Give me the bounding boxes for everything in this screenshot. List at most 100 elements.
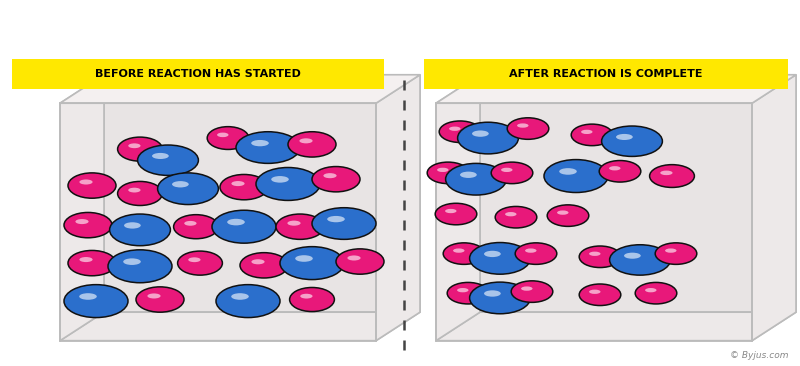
Ellipse shape <box>251 140 269 146</box>
Ellipse shape <box>110 214 170 246</box>
Ellipse shape <box>437 168 449 172</box>
Ellipse shape <box>323 173 337 178</box>
Ellipse shape <box>347 255 361 261</box>
Ellipse shape <box>660 171 673 175</box>
Ellipse shape <box>79 257 93 262</box>
Ellipse shape <box>610 245 670 275</box>
Ellipse shape <box>589 290 601 294</box>
Text: © Byjus.com: © Byjus.com <box>730 351 788 360</box>
Ellipse shape <box>427 162 469 184</box>
Polygon shape <box>60 75 104 341</box>
Ellipse shape <box>544 160 608 193</box>
Ellipse shape <box>68 173 116 198</box>
Ellipse shape <box>579 284 621 306</box>
Polygon shape <box>752 75 796 341</box>
Ellipse shape <box>231 293 249 300</box>
Ellipse shape <box>447 283 489 304</box>
Ellipse shape <box>276 214 324 239</box>
Ellipse shape <box>79 179 93 184</box>
Text: LIMITING REAGENT: LIMITING REAGENT <box>199 7 601 43</box>
Ellipse shape <box>470 282 530 314</box>
Ellipse shape <box>75 219 89 224</box>
Ellipse shape <box>128 188 141 193</box>
Polygon shape <box>436 312 796 341</box>
Ellipse shape <box>220 175 268 200</box>
Ellipse shape <box>280 247 344 280</box>
Ellipse shape <box>470 243 530 274</box>
Ellipse shape <box>300 294 313 299</box>
Ellipse shape <box>312 208 376 239</box>
Ellipse shape <box>295 255 313 262</box>
Ellipse shape <box>460 172 477 178</box>
Ellipse shape <box>602 126 662 156</box>
Polygon shape <box>60 312 420 341</box>
Polygon shape <box>436 75 796 103</box>
Ellipse shape <box>147 294 161 299</box>
Ellipse shape <box>446 163 506 195</box>
Ellipse shape <box>547 205 589 227</box>
Ellipse shape <box>515 243 557 264</box>
Ellipse shape <box>236 132 300 163</box>
Ellipse shape <box>579 246 621 268</box>
Ellipse shape <box>128 143 141 148</box>
Ellipse shape <box>616 134 633 140</box>
Ellipse shape <box>271 176 289 183</box>
FancyBboxPatch shape <box>12 59 384 89</box>
Ellipse shape <box>599 161 641 182</box>
Ellipse shape <box>511 281 553 302</box>
Ellipse shape <box>212 210 276 243</box>
Ellipse shape <box>635 283 677 304</box>
Text: BEFORE REACTION HAS STARTED: BEFORE REACTION HAS STARTED <box>95 69 301 79</box>
Ellipse shape <box>655 243 697 264</box>
Ellipse shape <box>231 181 245 186</box>
Ellipse shape <box>525 249 537 253</box>
Ellipse shape <box>174 215 218 239</box>
Ellipse shape <box>158 173 218 205</box>
Ellipse shape <box>256 168 320 201</box>
Ellipse shape <box>327 216 345 222</box>
FancyBboxPatch shape <box>424 59 788 89</box>
Ellipse shape <box>501 168 513 172</box>
Ellipse shape <box>188 257 201 262</box>
Polygon shape <box>480 75 796 312</box>
Ellipse shape <box>624 253 641 259</box>
Ellipse shape <box>79 293 97 300</box>
Ellipse shape <box>227 219 245 225</box>
Ellipse shape <box>491 162 533 184</box>
Ellipse shape <box>559 168 577 175</box>
Ellipse shape <box>443 243 485 264</box>
Ellipse shape <box>312 167 360 192</box>
Text: AFTER REACTION IS COMPLETE: AFTER REACTION IS COMPLETE <box>510 69 702 79</box>
Ellipse shape <box>449 127 461 131</box>
Ellipse shape <box>517 123 529 128</box>
Ellipse shape <box>581 130 593 134</box>
Ellipse shape <box>290 287 334 311</box>
Ellipse shape <box>457 288 469 292</box>
Ellipse shape <box>216 285 280 318</box>
Ellipse shape <box>458 122 518 154</box>
Ellipse shape <box>287 221 301 226</box>
Ellipse shape <box>68 250 116 276</box>
Polygon shape <box>376 75 420 341</box>
Ellipse shape <box>472 130 489 137</box>
Ellipse shape <box>152 153 169 159</box>
Polygon shape <box>436 75 480 341</box>
Ellipse shape <box>64 212 112 238</box>
Ellipse shape <box>521 287 533 291</box>
Ellipse shape <box>299 138 313 143</box>
Ellipse shape <box>64 285 128 318</box>
Ellipse shape <box>453 249 465 253</box>
Ellipse shape <box>505 212 517 216</box>
Ellipse shape <box>251 259 265 264</box>
Ellipse shape <box>507 118 549 139</box>
Ellipse shape <box>123 258 141 265</box>
Ellipse shape <box>609 166 621 171</box>
Ellipse shape <box>650 165 694 187</box>
Ellipse shape <box>288 132 336 157</box>
Ellipse shape <box>172 181 189 187</box>
Ellipse shape <box>336 249 384 274</box>
Ellipse shape <box>484 290 501 297</box>
Polygon shape <box>104 75 420 312</box>
Ellipse shape <box>178 251 222 275</box>
Ellipse shape <box>184 221 197 226</box>
